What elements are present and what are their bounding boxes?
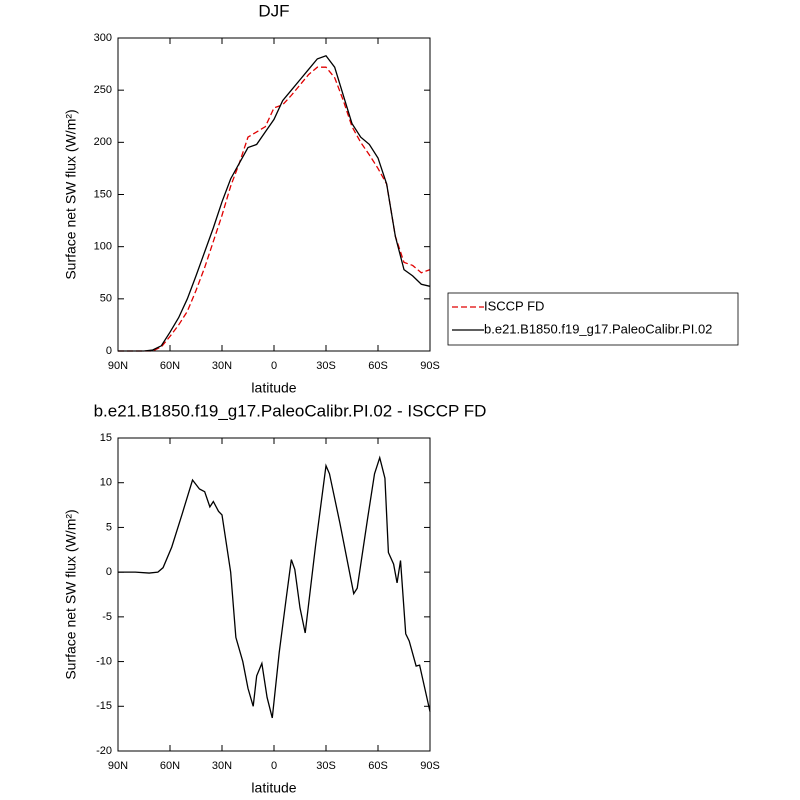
x-tick-label: 0 <box>271 760 277 772</box>
x-tick-label: 90N <box>108 360 128 372</box>
y-tick-label: 100 <box>94 241 112 253</box>
y-tick-label: 250 <box>94 84 112 96</box>
x-tick-label: 90S <box>420 360 440 372</box>
y-tick-label: -5 <box>102 611 112 623</box>
legend-label: b.e21.B1850.f19_g17.PaleoCalibr.PI.02 <box>484 321 712 336</box>
data-line <box>118 54 431 352</box>
y-tick-label: 300 <box>94 32 112 44</box>
y-tick-label: 0 <box>106 345 112 357</box>
y-tick-label: 200 <box>94 136 112 148</box>
legend-box <box>447 292 739 346</box>
x-tick-label: 60S <box>368 760 388 772</box>
x-tick-label: 30N <box>212 360 232 372</box>
x-tick-label: 60N <box>160 760 180 772</box>
plot-frame <box>117 37 431 352</box>
legend-label: ISCCP FD <box>484 298 544 313</box>
y-axis-label: Surface net SW flux (W/m²) <box>63 109 79 279</box>
y-tick-label: 10 <box>100 477 112 489</box>
data-line <box>118 66 431 352</box>
y-tick-label: 50 <box>100 293 112 305</box>
x-tick-label: 30S <box>316 360 336 372</box>
y-tick-label: 150 <box>94 188 112 200</box>
y-tick-label: 5 <box>106 521 112 533</box>
y-tick-label: 15 <box>100 432 112 444</box>
chart-title: b.e21.B1850.f19_g17.PaleoCalibr.PI.02 - … <box>94 401 487 420</box>
y-tick-label: -20 <box>96 745 112 757</box>
chart-title: DJF <box>258 1 289 20</box>
y-tick-label: -10 <box>96 655 112 667</box>
x-tick-label: 30N <box>212 760 232 772</box>
x-axis-label: latitude <box>251 380 296 396</box>
plot-frame <box>117 437 431 752</box>
x-tick-label: 60S <box>368 360 388 372</box>
data-line <box>118 455 431 719</box>
x-tick-label: 30S <box>316 760 336 772</box>
y-tick-label: -15 <box>96 700 112 712</box>
x-tick-label: 90N <box>108 760 128 772</box>
x-axis-label: latitude <box>251 780 296 796</box>
y-tick-label: 0 <box>106 566 112 578</box>
y-axis-label: Surface net SW flux (W/m²) <box>63 509 79 679</box>
x-tick-label: 90S <box>420 760 440 772</box>
x-tick-label: 60N <box>160 360 180 372</box>
x-tick-label: 0 <box>271 360 277 372</box>
